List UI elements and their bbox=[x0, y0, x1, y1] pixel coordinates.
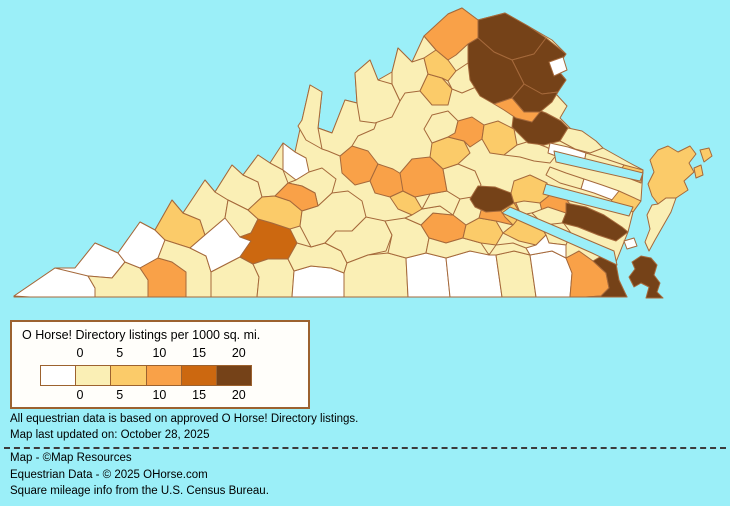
legend-box: O Horse! Directory listings per 1000 sq.… bbox=[10, 320, 310, 409]
legend-swatch bbox=[181, 366, 217, 385]
river bbox=[553, 150, 644, 182]
county-region bbox=[647, 145, 697, 205]
legend-swatch bbox=[111, 366, 147, 385]
county-region bbox=[623, 237, 638, 250]
note-last-updated: Map last updated on: October 28, 2025 bbox=[10, 429, 210, 441]
legend-tick: 15 bbox=[192, 346, 207, 360]
river bbox=[542, 183, 634, 217]
county-region bbox=[291, 265, 345, 298]
county-region bbox=[561, 202, 629, 242]
legend-tick: 0 bbox=[76, 346, 84, 360]
legend-tick: 20 bbox=[231, 346, 246, 360]
legend-swatch bbox=[146, 366, 182, 385]
county-region bbox=[299, 190, 367, 248]
county-region bbox=[445, 250, 503, 298]
legend-ticks-bottom: 0 5 10 15 20 bbox=[12, 388, 308, 402]
county-region bbox=[699, 147, 713, 163]
legend-ticks-top: 0 5 10 15 20 bbox=[12, 346, 308, 360]
county-region bbox=[548, 56, 568, 77]
legend-swatch bbox=[76, 366, 112, 385]
virginia-map bbox=[13, 7, 713, 299]
county-region bbox=[405, 252, 451, 298]
note-data-source: All equestrian data is based on approved… bbox=[10, 413, 359, 425]
county-region bbox=[525, 234, 567, 259]
county-region bbox=[423, 49, 457, 82]
footer-data-copyright: Equestrian Data - © 2025 OHorse.com bbox=[10, 469, 208, 481]
legend-tick: 5 bbox=[116, 346, 124, 360]
legend-tick: 0 bbox=[76, 388, 84, 402]
legend-title: O Horse! Directory listings per 1000 sq.… bbox=[22, 328, 261, 342]
county-region bbox=[481, 120, 518, 156]
county-region bbox=[493, 97, 541, 123]
county-region bbox=[693, 164, 704, 179]
legend-tick: 10 bbox=[152, 388, 167, 402]
footer-census-note: Square mileage info from the U.S. Census… bbox=[10, 485, 269, 497]
county-region bbox=[462, 217, 504, 246]
county-region bbox=[274, 182, 319, 212]
river bbox=[501, 206, 618, 266]
legend-tick: 5 bbox=[116, 388, 124, 402]
legend-swatch bbox=[41, 366, 77, 385]
dashed-divider bbox=[4, 447, 726, 449]
county-region bbox=[628, 255, 664, 299]
county-region bbox=[559, 127, 604, 154]
legend-tick: 15 bbox=[192, 388, 207, 402]
county-region bbox=[644, 197, 677, 252]
county-region bbox=[252, 258, 295, 298]
legend-tick: 20 bbox=[231, 388, 246, 402]
legend-swatch bbox=[216, 366, 252, 385]
footer-map-copyright: Map - ©Map Resources bbox=[10, 452, 132, 464]
county-region bbox=[610, 190, 642, 213]
legend-tick: 10 bbox=[152, 346, 167, 360]
legend-color-ramp bbox=[40, 365, 252, 386]
